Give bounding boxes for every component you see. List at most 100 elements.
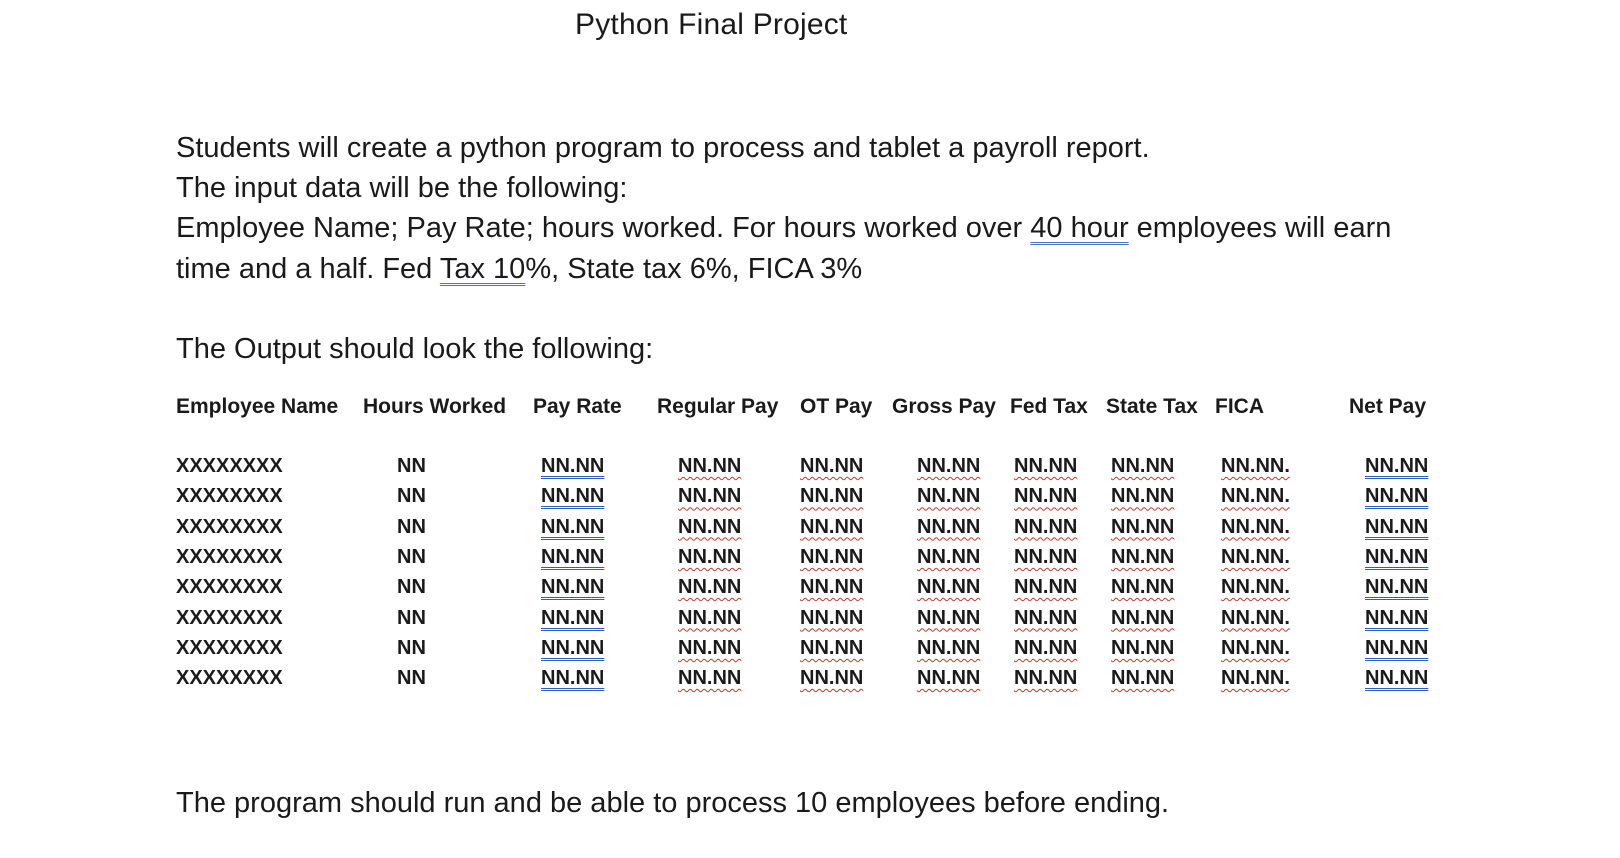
column-header: State Tax <box>1106 395 1198 418</box>
table-cell: NN.NN <box>800 545 864 568</box>
table-cell: XXXXXXXX <box>176 545 283 568</box>
table-cell: NN.NN <box>917 636 981 659</box>
table-cell: NN <box>397 667 426 690</box>
table-cell: NN.NN <box>678 455 742 477</box>
column-header: Regular Pay <box>657 395 779 418</box>
table-cell: XXXXXXXX <box>176 485 283 508</box>
table-cell: NN.NN <box>917 667 981 690</box>
table-cell: NN.NN <box>800 515 864 538</box>
table-cell: NN <box>397 636 426 659</box>
closing-paragraph: The program should run and be able to pr… <box>176 787 1170 819</box>
table-cell: NN.NN <box>1014 455 1078 477</box>
table-cell: NN.NN <box>800 576 864 599</box>
table-cell: XXXXXXXX <box>176 515 283 538</box>
table-cell: NN <box>397 485 426 508</box>
table-cell: NN <box>397 545 426 568</box>
table-cell: NN.NN <box>800 667 864 690</box>
table-cell: NN.NN <box>541 485 605 508</box>
input-description: Employee Name; Pay Rate; hours worked. F… <box>176 208 1391 249</box>
column-header: FICA <box>1215 395 1264 418</box>
tax-text-a: time and a half. Fed <box>176 253 440 285</box>
table-cell: NN.NN. <box>1221 667 1290 690</box>
column-header: Net Pay <box>1349 395 1427 418</box>
table-cell: NN.NN <box>1014 576 1078 599</box>
table-cell: NN.NN <box>541 636 605 659</box>
table-cell: NN.NN <box>1111 545 1175 568</box>
column-header: OT Pay <box>800 395 873 418</box>
table-cell: NN <box>397 515 426 538</box>
column-header: Fed Tax <box>1010 395 1088 418</box>
table-cell: NN.NN <box>678 545 742 568</box>
table-cell: XXXXXXXX <box>176 576 283 599</box>
table-cell: NN.NN <box>1365 667 1429 690</box>
table-cell: NN <box>397 576 426 599</box>
table-cell: NN.NN <box>541 667 605 690</box>
table-cell: NN.NN. <box>1221 455 1290 477</box>
table-cell: XXXXXXXX <box>176 606 283 629</box>
table-cell: NN.NN <box>541 545 605 568</box>
table-cell: NN.NN <box>1111 485 1175 508</box>
table-cell: NN.NN <box>678 667 742 690</box>
table-cell: NN.NN <box>1111 606 1175 629</box>
table-cell: XXXXXXXX <box>176 667 283 690</box>
table-cell: XXXXXXXX <box>176 636 283 659</box>
table-cell: NN.NN <box>1365 455 1429 477</box>
table-cell: NN.NN. <box>1221 636 1290 659</box>
table-cell: NN.NN <box>917 606 981 629</box>
table-cell: NN.NN <box>917 576 981 599</box>
table-cell: NN.NN <box>1111 455 1175 477</box>
output-heading: The Output should look the following: <box>176 333 654 365</box>
table-cell: NN.NN <box>917 455 981 477</box>
table-cell: NN.NN <box>1111 636 1175 659</box>
table-cell: NN.NN <box>541 576 605 599</box>
table-cell: NN.NN. <box>1221 576 1290 599</box>
table-cell: NN.NN <box>917 515 981 538</box>
column-header: Hours Worked <box>363 395 507 418</box>
table-cell: NN <box>397 606 426 629</box>
table-cell: NN.NN <box>800 606 864 629</box>
column-header: Gross Pay <box>892 395 996 418</box>
table-cell: NN.NN. <box>1221 606 1290 629</box>
page-title: Python Final Project <box>575 8 848 41</box>
table-cell: NN.NN <box>1111 515 1175 538</box>
table-cell: NN.NN <box>917 545 981 568</box>
table-cell: NN.NN <box>1014 485 1078 508</box>
table-cell: NN.NN <box>1014 606 1078 629</box>
tax-text-b: %, State tax 6%, FICA 3% <box>525 253 863 285</box>
table-cell: NN.NN <box>1365 545 1429 568</box>
table-cell: NN.NN. <box>1221 485 1290 508</box>
table-cell: NN.NN <box>1014 667 1078 690</box>
table-cell: NN.NN <box>1365 636 1429 659</box>
table-cell: NN.NN <box>678 576 742 599</box>
table-cell: NN.NN <box>1365 485 1429 508</box>
table-cell: NN.NN <box>800 485 864 508</box>
input-text-b: employees will earn <box>1128 212 1392 244</box>
table-cell: NN.NN <box>800 455 864 477</box>
table-cell: XXXXXXXX <box>176 455 283 477</box>
table-cell: NN.NN <box>678 515 742 538</box>
table-cell: NN.NN <box>1365 606 1429 629</box>
table-cell: NN.NN <box>917 485 981 508</box>
table-cell: NN.NN <box>678 606 742 629</box>
table-cell: NN.NN <box>1111 576 1175 599</box>
table-cell: NN.NN <box>1014 545 1078 568</box>
table-cell: NN.NN <box>800 636 864 659</box>
tax-description: time and a half. Fed Tax 10%, State tax … <box>176 249 862 290</box>
input-heading: The input data will be the following: <box>176 172 628 204</box>
column-header: Employee Name <box>176 395 339 418</box>
table-cell: NN.NN <box>541 606 605 629</box>
table-cell: NN.NN <box>1111 667 1175 690</box>
column-header: Pay Rate <box>533 395 622 418</box>
table-cell: NN <box>397 455 426 477</box>
table-cell: NN.NN <box>1365 515 1429 538</box>
table-cell: NN.NN <box>678 485 742 508</box>
hours-threshold-link: 40 hour <box>1030 212 1129 244</box>
table-cell: NN.NN <box>1014 515 1078 538</box>
fed-tax-link: Tax 10 <box>439 253 526 285</box>
table-cell: NN.NN <box>541 455 605 477</box>
table-cell: NN.NN <box>1365 576 1429 599</box>
table-cell: NN.NN. <box>1221 515 1290 538</box>
intro-paragraph: Students will create a python program to… <box>176 132 1150 164</box>
table-cell: NN.NN <box>541 515 605 538</box>
